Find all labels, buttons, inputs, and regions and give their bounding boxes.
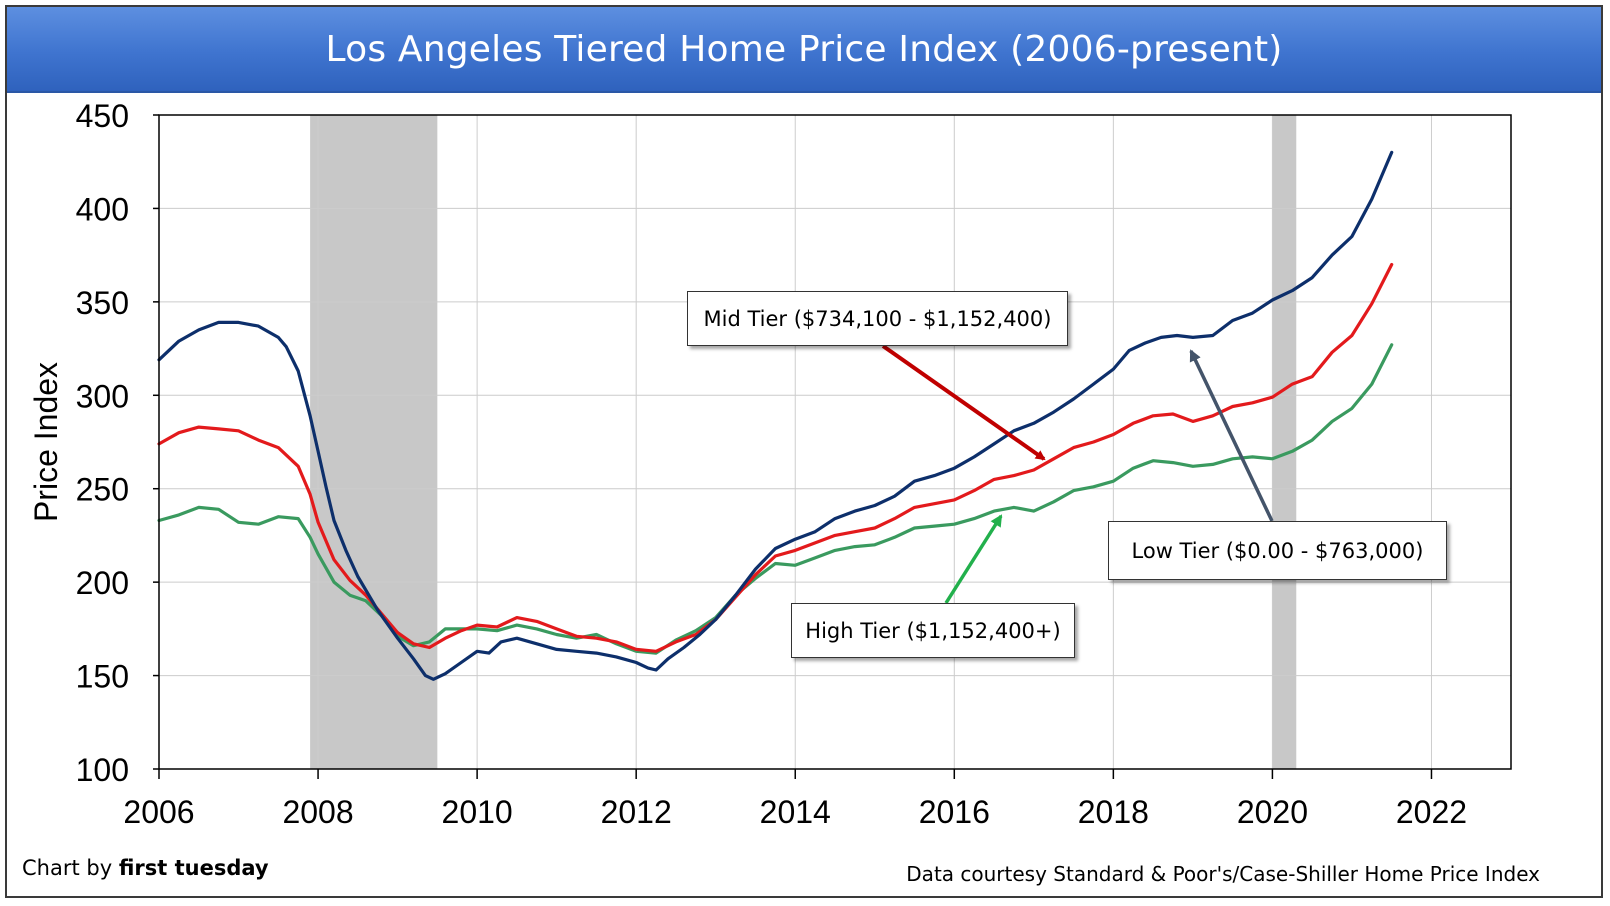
high-tier-annotation-text: High Tier ($1,152,400+): [805, 618, 1061, 643]
low-tier-arrow: [1189, 349, 1274, 522]
recession-band-1: [310, 115, 438, 769]
recession-band-2: [1272, 115, 1297, 769]
y-tick-label: 350: [76, 285, 129, 321]
chart-credit: Chart by first tuesday: [22, 856, 269, 880]
x-tick-label: 2016: [919, 794, 990, 830]
mid-tier-annotation: Mid Tier ($734,100 - $1,152,400): [687, 291, 1068, 346]
recession-bands: [310, 115, 1297, 769]
chart-frame: [5, 5, 1603, 898]
credit-prefix: Chart by: [22, 856, 113, 880]
y-axis-label: Price Index: [28, 362, 64, 522]
x-tick-labels: 2006 2008 2010 2012 2014 2016 2018 2020 2022: [123, 794, 1467, 830]
x-tick-label: 2010: [442, 794, 513, 830]
y-tick-label: 400: [76, 191, 129, 227]
x-tick-label: 2006: [123, 794, 194, 830]
series-line-mid: [157, 262, 1394, 653]
y-tick-label: 150: [76, 659, 129, 695]
y-tick-labels: 100 150 200 250 300 350 400 450: [76, 98, 129, 788]
x-tick-label: 2022: [1396, 794, 1467, 830]
data-source: Data courtesy Standard & Poor's/Case-Shi…: [906, 862, 1540, 886]
y-tick-label: 200: [76, 565, 129, 601]
title-bar: Los Angeles Tiered Home Price Index (200…: [7, 7, 1601, 93]
credit-brand: first tuesday: [118, 856, 269, 880]
plot-area-border: [158, 114, 1512, 770]
y-tick-label: 450: [76, 98, 129, 134]
annotation-arrows: [881, 344, 1274, 604]
low-tier-annotation-text: Low Tier ($0.00 - $763,000): [1131, 538, 1424, 563]
x-tick-label: 2018: [1078, 794, 1149, 830]
x-tick-label: 2012: [601, 794, 672, 830]
x-tick-label: 2020: [1237, 794, 1308, 830]
series-line-low: [157, 150, 1394, 681]
high-tier-arrow: [944, 514, 1003, 604]
gridlines: [159, 115, 1511, 769]
low-tier-annotation: Low Tier ($0.00 - $763,000): [1108, 521, 1447, 580]
mid-tier-annotation-text: Mid Tier ($734,100 - $1,152,400): [703, 306, 1052, 331]
x-tick-label: 2008: [282, 794, 353, 830]
chart-title: Los Angeles Tiered Home Price Index (200…: [325, 28, 1283, 70]
mid-tier-arrow: [881, 344, 1046, 461]
y-tick-label: 250: [76, 472, 129, 508]
x-tick-label: 2014: [760, 794, 831, 830]
axis-ticks: [153, 114, 1433, 779]
y-tick-label: 100: [76, 752, 129, 788]
y-tick-label: 300: [76, 378, 129, 414]
series-lines: [157, 150, 1394, 681]
high-tier-annotation: High Tier ($1,152,400+): [791, 603, 1075, 658]
